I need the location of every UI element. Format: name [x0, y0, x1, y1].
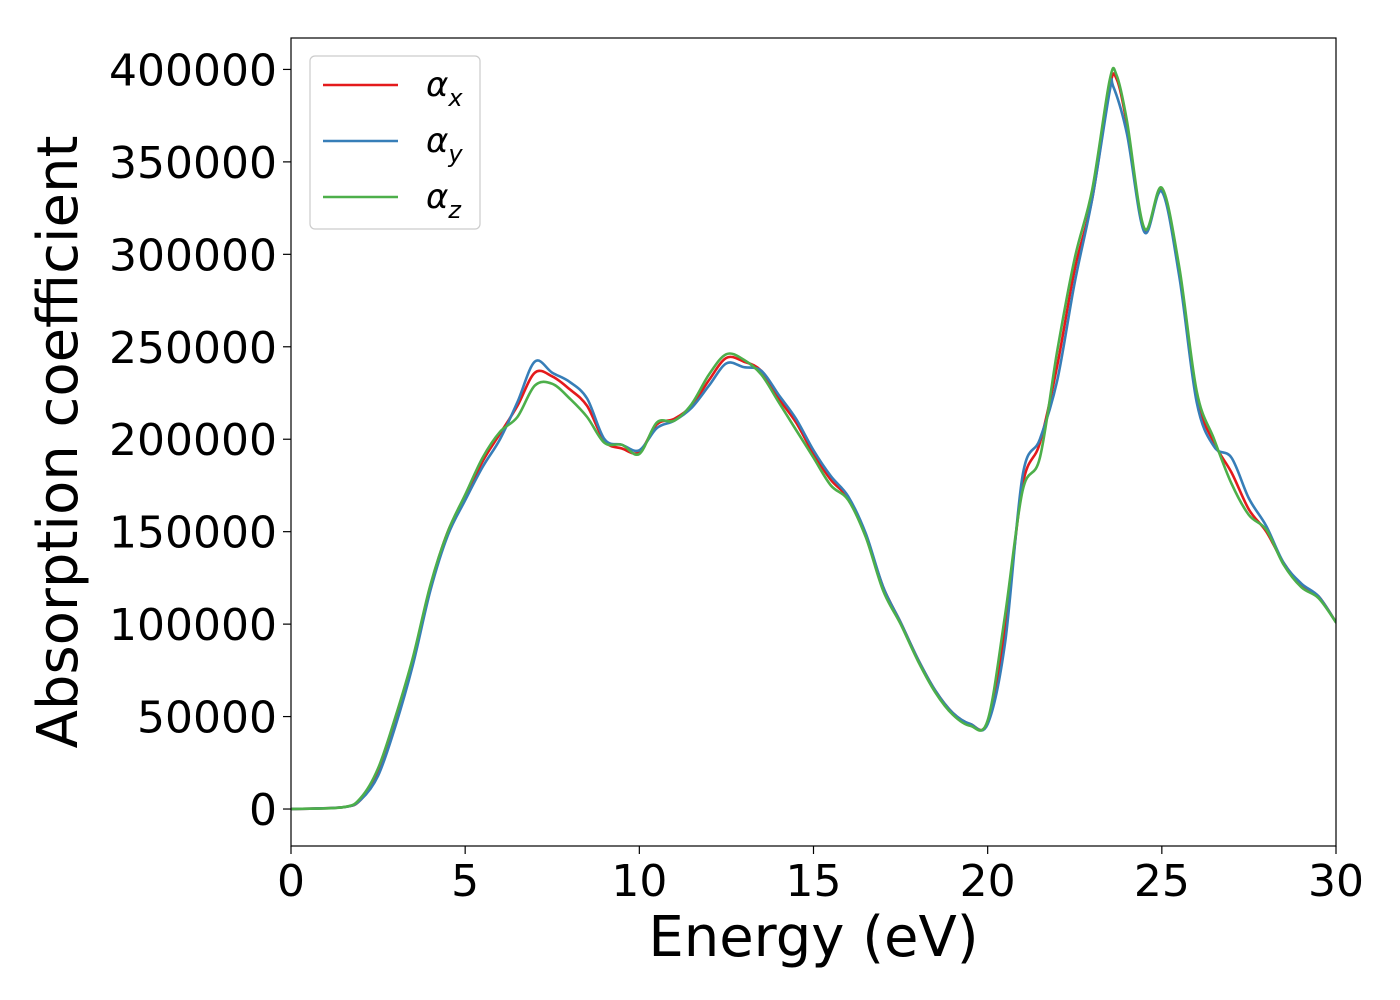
x-tick-label: 5: [451, 856, 479, 907]
x-axis-title: Energy (eV): [648, 905, 978, 970]
y-tick-label: 200000: [109, 415, 277, 466]
y-tick-label: 300000: [109, 230, 277, 281]
y-tick-label: 100000: [109, 600, 277, 651]
legend-box: [309, 55, 481, 230]
plot-area: [291, 66, 1336, 811]
x-tick-label: 20: [960, 856, 1016, 907]
y-tick-label: 400000: [109, 45, 277, 96]
x-tick-label: 10: [611, 856, 667, 907]
x-tick-label: 15: [786, 856, 842, 907]
y-tick-label: 350000: [109, 138, 277, 189]
y-axis: 0 50000 100000 150000 200000 250000 300000 3500…: [109, 45, 291, 836]
series-line-alpha-z: [291, 66, 1336, 811]
x-tick-label: 0: [277, 856, 305, 907]
y-tick-label: 250000: [109, 323, 277, 374]
y-axis-title: Absorption coefficient: [26, 136, 91, 749]
x-tick-label: 25: [1134, 856, 1190, 907]
y-tick-label: 150000: [109, 508, 277, 559]
x-axis: 0 5 10 15 20 25 30: [277, 846, 1364, 907]
x-tick-label: 30: [1308, 856, 1364, 907]
y-tick-label: 0: [249, 785, 277, 836]
y-tick-label: 50000: [137, 693, 277, 744]
